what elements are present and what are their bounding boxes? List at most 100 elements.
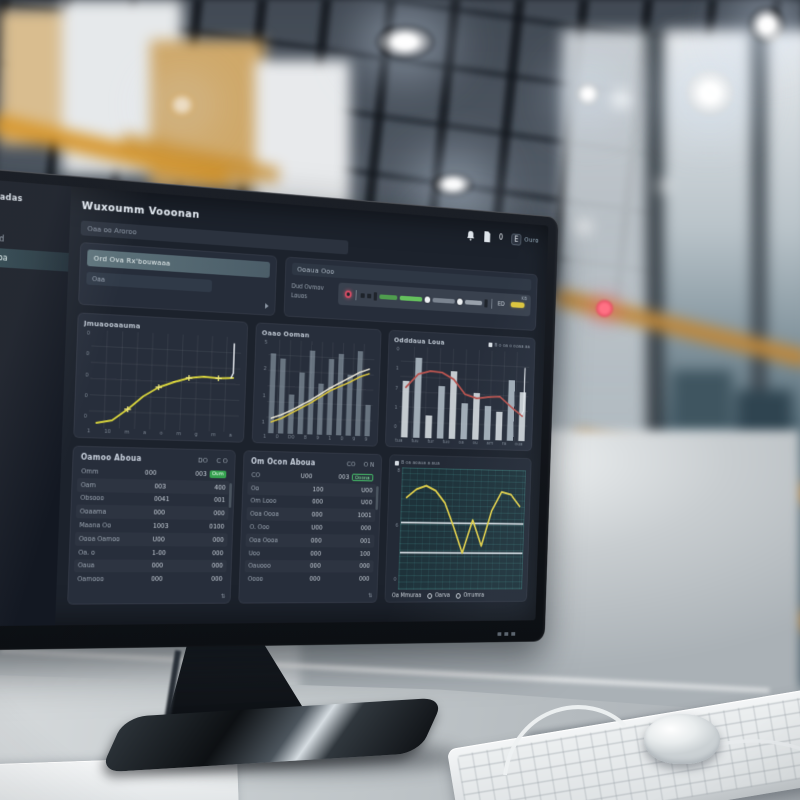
row-value-1: 1003 (152, 522, 169, 531)
slider-handle-dark[interactable] (373, 291, 378, 301)
table-row[interactable]: Oa. o 1-00 000 (74, 546, 227, 560)
table-column-headers: CO O N (347, 460, 375, 468)
column-header[interactable]: DO (197, 456, 208, 465)
x-tick: ou (472, 440, 478, 446)
column-header[interactable]: C O (216, 456, 228, 465)
slider-segment-gray (432, 297, 455, 304)
legend-dot-icon (456, 592, 462, 599)
row-value-2: 0100 (209, 522, 225, 531)
slider-knob[interactable] (424, 295, 431, 303)
table-row[interactable]: Maana Oo 1003 0100 (75, 518, 228, 533)
y-tick: 5 (264, 339, 268, 346)
row-name: Ooaama (79, 507, 107, 516)
slider-stop-icon (360, 292, 365, 298)
yellow-status-pill[interactable] (510, 301, 525, 309)
row-value-1: 000 (311, 498, 324, 506)
chevron-right-icon[interactable] (264, 303, 269, 309)
slider-segment-green (379, 293, 398, 300)
chart-panel-volume[interactable]: Oaao Ooman 5 2 1 1 1 0 D0 8 9 1 0 9 9 (252, 322, 382, 447)
table-row[interactable]: Oooa Oamoo U00 000 (75, 532, 228, 546)
row-value-1: 000 (310, 536, 322, 545)
row-name: Oo (250, 484, 260, 492)
chart-panel-loads[interactable]: Odddaua Loua B o oa o ooaa aa 0 1 7 1 0 tua tuu t… (384, 329, 536, 452)
scrollbar-thumb[interactable] (375, 486, 379, 510)
plot-canvas (266, 339, 375, 436)
chart-title: Oaao Ooman (261, 328, 310, 340)
x-tick: m (210, 432, 216, 439)
row-name: CO (251, 471, 261, 479)
row-name: Oooa Oamoo (78, 534, 120, 543)
slider-segment-gray (464, 299, 483, 305)
row-name: Oamooo (77, 575, 104, 584)
row-value-1: 000 (309, 562, 321, 571)
sidebar-item-label: Rhuawara Noa (0, 250, 8, 263)
y-tick: 0 (85, 372, 89, 379)
row-value-2: 000 (360, 524, 372, 533)
legend-item-label: Oa Mmuraa (391, 592, 422, 599)
row-name: Obsooo (80, 494, 105, 503)
x-tick: 9 (315, 435, 320, 442)
sidebar-item-label: Onbasan Oad (0, 231, 5, 244)
order-panel[interactable]: Ord Ova Rx'bouwaaa Oaa (78, 242, 278, 316)
row-name: Maana Oo (79, 521, 112, 530)
row-value-2: U00 (360, 499, 373, 507)
page-title: Wuxoumm Vooonan (81, 198, 201, 221)
row-name: O. Ooo (249, 523, 270, 532)
chart-legend: B o oa o ooaa aa (488, 342, 530, 350)
x-tick: ra (501, 441, 507, 447)
x-tick: m (124, 429, 130, 436)
x-tick: 1 (262, 433, 267, 440)
x-tick: oua (514, 441, 523, 448)
status-badge: Ooona (351, 473, 374, 482)
sort-icon[interactable]: ⇅ (367, 592, 373, 600)
bottom-row: Oamoo Aboua DO C O Omm 000 003 Oum Oam 003 400 Obs… (67, 445, 532, 605)
plot-canvas (88, 330, 241, 432)
table-title: Oamoo Aboua (80, 452, 142, 463)
plot-canvas (398, 346, 530, 441)
slider-knob[interactable] (456, 297, 463, 305)
row-value-1: 003 (154, 482, 167, 491)
row-value-2: 000 (212, 535, 225, 544)
chart-panel-trend[interactable]: B oa aoaua a aua 8 6 0 Oa Mmuraa Oarva Orrumra (384, 454, 532, 603)
corner-badge: KB (521, 296, 528, 303)
chart-title: Odddaua Loua (393, 335, 445, 347)
avatar: E (511, 232, 522, 246)
user-chip[interactable]: E Ouro (511, 232, 539, 247)
x-tick: 9 (364, 437, 368, 443)
row-value-2: 000 (358, 575, 370, 583)
bell-icon[interactable] (466, 230, 475, 241)
table-row[interactable]: Oamooo 000 000 (73, 573, 226, 587)
slider-divider (355, 289, 357, 300)
legend-swatch-icon (488, 342, 493, 348)
legend-item: Orrumra (456, 592, 484, 599)
table-row[interactable]: Oooo 000 000 (244, 573, 373, 586)
table-row[interactable]: Oaua 000 000 (74, 559, 227, 573)
row-value-2: 000 (210, 575, 223, 584)
x-tick: 9 (352, 436, 356, 443)
user-chip-label: Ouro (524, 236, 539, 245)
column-header[interactable]: O N (363, 460, 375, 469)
row-value-2: 003 (195, 469, 207, 478)
notification-count[interactable]: 0 (498, 233, 504, 243)
x-tick: 10 (104, 428, 111, 435)
order-secondary-bar[interactable]: Oaa (86, 271, 213, 293)
legend-item-label: Oarva (434, 592, 451, 599)
stock-table-panel: Om Ocon Aboua CO O N CO U00 003 Ooona Oo 100 U00 O… (238, 450, 382, 604)
y-tick: 6 (395, 522, 399, 529)
sort-icon[interactable]: ⇅ (220, 593, 226, 600)
table-row[interactable]: Oauooo 000 000 (244, 560, 373, 573)
table-column-headers: DO C O (198, 456, 228, 464)
row-value-2: 000 (359, 562, 371, 571)
column-header[interactable]: CO (346, 460, 356, 468)
document-icon[interactable] (483, 231, 491, 243)
slider-handle-dark[interactable] (484, 298, 488, 308)
table-row[interactable]: Uoo 000 100 (245, 547, 374, 560)
monitor: Tamma Tradas ⌂Oanma▤Onbasan Oad◔Rhuawara… (0, 162, 559, 652)
scrollbar-thumb[interactable] (228, 483, 232, 508)
table-row[interactable]: Ooa Oooa 000 001 (245, 534, 374, 548)
x-tick: g (194, 431, 198, 438)
row-value-2: 000 (211, 549, 224, 557)
chart-panel-throughput[interactable]: Jmuaooaauma 0 0 0 0 0 1 10 m a o m g m a (73, 312, 249, 443)
table-row[interactable]: O. Ooo U00 000 (246, 521, 375, 535)
